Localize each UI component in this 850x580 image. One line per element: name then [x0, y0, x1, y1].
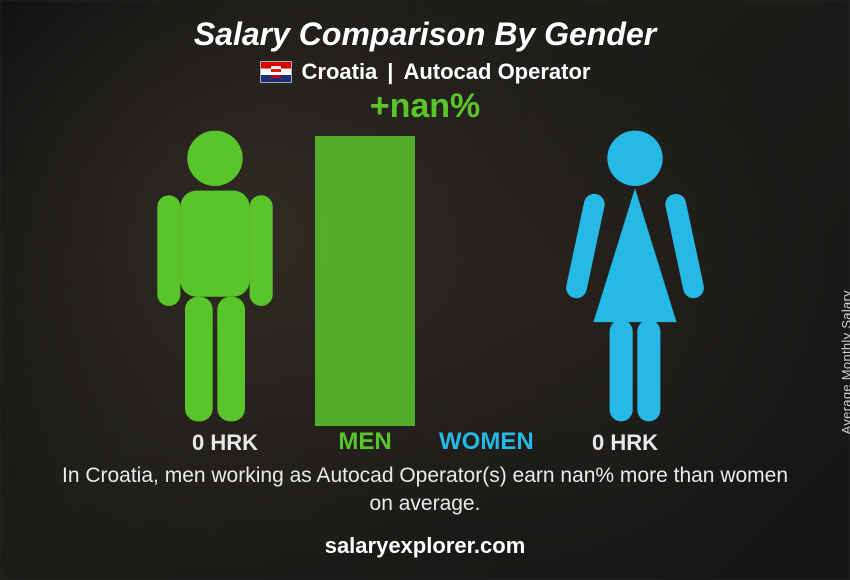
female-value-label: 0 HRK — [565, 430, 685, 456]
infographic-content: Salary Comparison By Gender Croatia | Au… — [0, 0, 850, 580]
croatia-flag-icon — [260, 61, 292, 83]
page-title: Salary Comparison By Gender — [0, 0, 850, 53]
summary-text: In Croatia, men working as Autocad Opera… — [55, 462, 795, 519]
footer-source: salaryexplorer.com — [0, 533, 850, 559]
chart-area: 0 HRK MEN WOMEN 0 HRK — [105, 126, 745, 456]
y-axis-label: Average Monthly Salary — [839, 290, 850, 434]
percent-difference-label: +nan% — [0, 87, 850, 126]
male-person-icon — [145, 126, 285, 426]
male-bar — [315, 136, 415, 426]
subtitle-job: Autocad Operator — [403, 59, 590, 85]
male-value-label: 0 HRK — [165, 430, 285, 456]
subtitle-country: Croatia — [302, 59, 378, 85]
subtitle-row: Croatia | Autocad Operator — [0, 59, 850, 85]
female-person-icon — [565, 126, 705, 426]
male-gender-label: MEN — [315, 428, 415, 456]
female-gender-label: WOMEN — [435, 428, 545, 456]
subtitle-separator: | — [387, 59, 393, 85]
